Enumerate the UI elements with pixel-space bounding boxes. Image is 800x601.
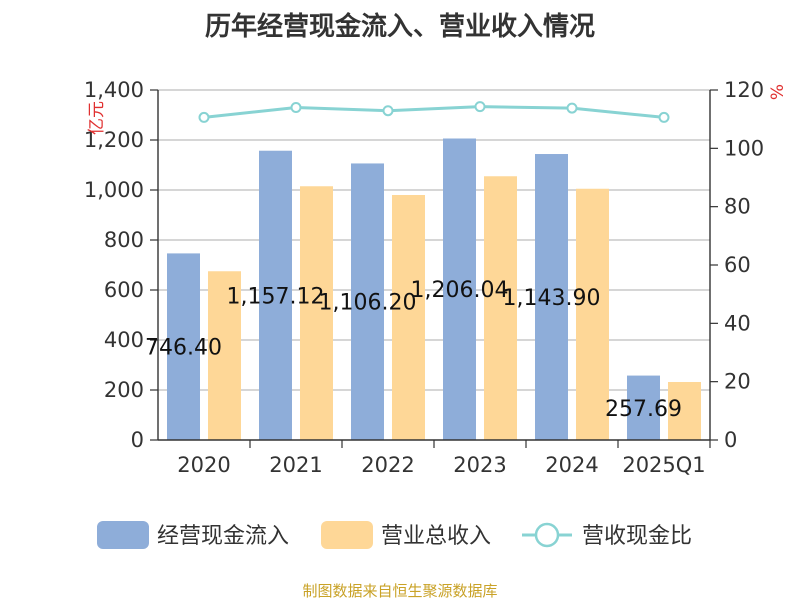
revenue-bar xyxy=(208,271,241,440)
cash-inflow-data-label: 1,206.04 xyxy=(411,278,509,303)
legend-label-ratio: 营收现金比 xyxy=(582,524,692,549)
legend: 经营现金流入 营业总收入 营收现金比 xyxy=(97,521,692,549)
ratio-point xyxy=(474,101,486,113)
right-tick-label: 80 xyxy=(724,195,751,219)
cash-inflow-data-label: 1,143.90 xyxy=(503,286,601,311)
ratio-series-line xyxy=(203,105,665,119)
right-axis-unit: % xyxy=(768,84,788,100)
x-tick-label: 2020 xyxy=(177,453,230,477)
right-tick-label: 60 xyxy=(724,253,751,277)
x-tick-label: 2022 xyxy=(361,453,414,477)
right-tick-label: 40 xyxy=(724,311,751,335)
left-tick-label: 1,000 xyxy=(84,178,144,202)
cash-inflow-bar xyxy=(167,253,200,440)
revenue-bar xyxy=(484,176,517,440)
left-tick-label: 0 xyxy=(131,428,144,452)
chart-title: 历年经营现金流入、营业收入情况 xyxy=(204,12,595,42)
x-tick-label: 2025Q1 xyxy=(622,453,705,477)
legend-swatch-revenue xyxy=(321,521,373,549)
revenue-bar xyxy=(300,186,333,440)
x-tick-label: 2021 xyxy=(269,453,322,477)
left-tick-label: 200 xyxy=(104,378,144,402)
x-tick-label: 2023 xyxy=(453,453,506,477)
cash-inflow-bar xyxy=(351,163,384,440)
data-labels: 746.40 1,157.121,106.201,206.041,143.90 25… xyxy=(145,278,682,422)
cash-inflow-bar xyxy=(259,150,292,440)
cash-inflow-bar xyxy=(535,154,568,440)
ratio-point xyxy=(198,111,210,123)
ratio-point xyxy=(290,102,302,113)
cash-inflow-data-label: 746.40 xyxy=(145,336,222,361)
ratio-point xyxy=(658,111,670,123)
left-tick-label: 1,200 xyxy=(84,128,144,152)
x-tick-label: 2024 xyxy=(545,453,598,477)
revenue-bar xyxy=(668,382,701,440)
legend-swatch-cash-inflow xyxy=(97,521,149,549)
right-tick-label: 0 xyxy=(724,428,737,452)
source-note: 制图数据来自恒生聚源数据库 xyxy=(302,582,498,600)
cash-inflow-bar xyxy=(627,375,660,440)
grid-lines xyxy=(158,89,710,391)
cash-inflow-data-label: 1,106.20 xyxy=(319,291,417,316)
legend-label-revenue: 营业总收入 xyxy=(381,524,491,549)
revenue-bar xyxy=(392,195,425,440)
ratio-point xyxy=(566,102,578,114)
left-axis-unit: 亿元 xyxy=(87,101,107,135)
right-tick-label: 100 xyxy=(724,136,764,160)
left-tick-label: 1,400 xyxy=(84,78,144,102)
right-tick-label: 20 xyxy=(724,370,751,394)
cash-inflow-bar xyxy=(443,138,476,441)
axes xyxy=(150,89,718,448)
ratio-line xyxy=(198,101,670,123)
cash-inflow-data-label: 257.69 xyxy=(605,397,682,422)
legend-label-cash-inflow: 经营现金流入 xyxy=(157,524,289,549)
cash-inflow-data-label: 1,157.12 xyxy=(227,284,325,309)
left-tick-label: 400 xyxy=(104,328,144,352)
legend-swatch-ratio-marker xyxy=(534,522,560,548)
left-tick-label: 600 xyxy=(104,278,144,302)
ratio-point xyxy=(382,105,394,117)
bars xyxy=(167,138,701,441)
right-tick-label: 120 xyxy=(724,78,764,102)
tick-labels: 0 200 400 600 800 1,000 1,200 1,400 0 20 40 60 80 100… xyxy=(84,78,764,477)
left-tick-label: 800 xyxy=(104,228,144,252)
revenue-bar xyxy=(576,188,609,440)
